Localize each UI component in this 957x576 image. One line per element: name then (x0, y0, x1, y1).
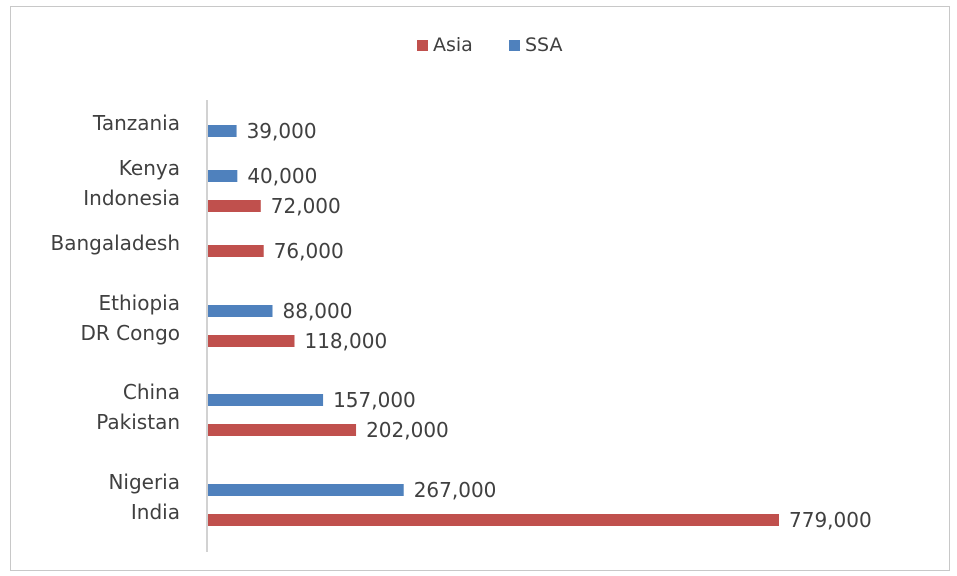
bar-ethiopia (208, 305, 273, 317)
category-label-ethiopia: Ethiopia (99, 291, 180, 315)
category-label-dr-congo: DR Congo (81, 321, 180, 345)
value-label-ethiopia: 88,000 (283, 299, 353, 323)
bar-kenya (208, 170, 238, 182)
bar-tanzania (208, 125, 237, 137)
legend-label-asia: Asia (433, 34, 473, 56)
value-label-tanzania: 39,000 (247, 119, 317, 143)
bar-indonesia (208, 200, 261, 212)
value-label-nigeria: 267,000 (414, 478, 497, 502)
legend-swatch-asia (417, 40, 428, 51)
bar-dr-congo (208, 335, 295, 347)
bar-india (208, 514, 779, 526)
value-label-kenya: 40,000 (247, 164, 317, 188)
chart-frame (10, 6, 950, 571)
value-label-india: 779,000 (789, 508, 872, 532)
bar-pakistan (208, 424, 357, 436)
bars-group (208, 125, 779, 526)
bar-bangaladesh (208, 245, 264, 257)
value-labels: 39,000 40,000 72,000 76,000 88,000 118,000 157… (247, 119, 872, 532)
category-labels: Tanzania Kenya Indonesia Bangaladesh Ethiopi… (50, 111, 180, 524)
chart-legend: Asia SSA (417, 34, 562, 56)
category-label-pakistan: Pakistan (96, 410, 180, 434)
category-label-nigeria: Nigeria (108, 470, 180, 494)
legend-label-ssa: SSA (525, 34, 562, 56)
value-label-pakistan: 202,000 (366, 418, 449, 442)
category-label-india: India (131, 500, 180, 524)
value-label-indonesia: 72,000 (271, 194, 341, 218)
legend-swatch-ssa (509, 40, 520, 51)
value-label-china: 157,000 (333, 388, 416, 412)
bar-nigeria (208, 484, 404, 496)
category-label-indonesia: Indonesia (83, 186, 180, 210)
value-label-bangaladesh: 76,000 (274, 239, 344, 263)
value-label-dr-congo: 118,000 (304, 329, 387, 353)
category-label-china: China (123, 380, 180, 404)
category-label-tanzania: Tanzania (92, 111, 180, 135)
category-label-kenya: Kenya (119, 156, 180, 180)
bar-china (208, 394, 324, 406)
category-label-bangaladesh: Bangaladesh (50, 231, 180, 255)
